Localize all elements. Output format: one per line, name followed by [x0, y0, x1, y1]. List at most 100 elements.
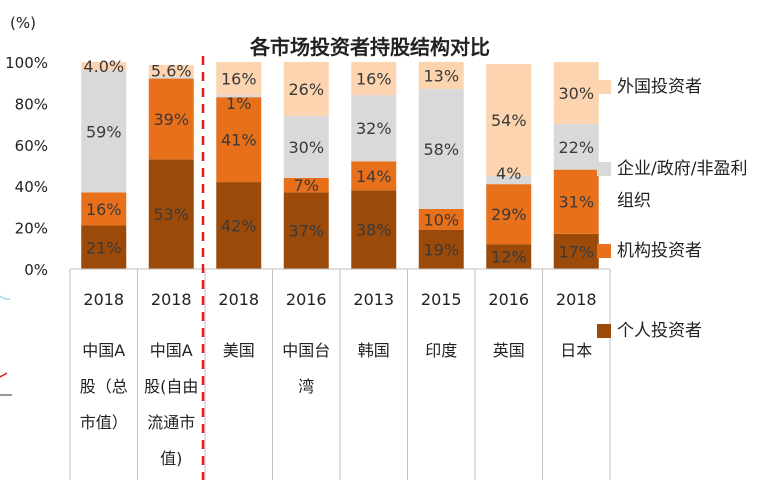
bar-segment	[216, 95, 262, 98]
bar-segment	[81, 70, 127, 193]
category-label: 中国A	[150, 341, 193, 360]
bar-segment	[81, 192, 127, 226]
bar-segment	[283, 115, 329, 178]
legend-item-institutional: 机构投资者	[597, 238, 757, 267]
data-label: 32%	[356, 119, 392, 138]
category-year: 2018	[218, 290, 259, 309]
data-label: 5.6%	[151, 62, 192, 81]
edge-mark-red	[0, 372, 8, 378]
legend-item-corporate: 企业/政府/非盈利组织	[597, 156, 757, 217]
data-label: 17%	[558, 242, 594, 261]
category-label: 印度	[425, 341, 457, 360]
data-label: 12%	[491, 248, 527, 267]
legend-swatch-corporate	[597, 162, 611, 176]
bar-segment	[216, 182, 262, 269]
bar-segment	[351, 95, 397, 162]
data-label: 30%	[558, 84, 594, 103]
data-label: 4%	[496, 164, 521, 183]
data-label: 14%	[356, 167, 392, 186]
data-label: 41%	[221, 131, 257, 150]
data-label: 38%	[356, 221, 392, 240]
data-label: 16%	[86, 200, 122, 219]
bar-segment	[283, 192, 329, 269]
legend-label-individual: 个人投资者	[617, 321, 702, 341]
data-label: 1%	[226, 94, 251, 113]
edge-mark-cyan	[0, 295, 11, 300]
data-label: 42%	[221, 217, 257, 236]
data-label: 19%	[423, 240, 459, 259]
data-label: 22%	[558, 138, 594, 157]
data-label: 31%	[558, 193, 594, 212]
y-tick-label: 20%	[15, 220, 48, 238]
category-label: 股（总	[80, 377, 128, 396]
y-tick-label: 40%	[15, 178, 48, 196]
category-year: 2018	[151, 290, 192, 309]
category-year: 2013	[353, 290, 394, 309]
bar-segment	[81, 225, 127, 269]
data-label: 4.0%	[83, 57, 124, 76]
data-label: 59%	[86, 122, 122, 141]
category-label: 中国台	[282, 341, 330, 360]
category-year: 2016	[488, 290, 529, 309]
bar-segment	[418, 208, 464, 230]
bar-segment	[351, 62, 397, 96]
bar-segment	[486, 64, 532, 176]
legend-item-individual: 个人投资者	[597, 318, 757, 347]
bar-segment	[418, 62, 464, 89]
y-tick-label: 60%	[15, 137, 48, 155]
category-label: 中国A	[82, 341, 125, 360]
legend-item-foreign: 外国投资者	[597, 74, 757, 103]
bar-segment	[486, 184, 532, 245]
category-label: 湾	[298, 377, 314, 396]
bar-segment	[351, 161, 397, 191]
data-label: 29%	[491, 205, 527, 224]
bar-segment	[553, 233, 599, 269]
legend-swatch-individual	[597, 324, 611, 338]
data-label: 13%	[423, 66, 459, 85]
bar-segment	[148, 78, 194, 160]
bar-segment	[148, 76, 194, 79]
data-label: 10%	[423, 210, 459, 229]
bar-segment	[418, 88, 464, 209]
y-tick-label: 80%	[15, 95, 48, 113]
y-tick-label: 0%	[24, 261, 48, 279]
category-year: 2018	[83, 290, 124, 309]
bar-segment	[553, 169, 599, 234]
legend-label-institutional: 机构投资者	[617, 241, 702, 261]
bar-segment	[148, 64, 194, 77]
category-label: 流通市	[147, 413, 195, 432]
bar-segment	[351, 190, 397, 269]
data-label: 54%	[491, 111, 527, 130]
bar-segment	[418, 229, 464, 269]
legend-label-foreign: 外国投资者	[617, 77, 702, 97]
data-label: 39%	[153, 110, 189, 129]
category-label: 股(自由	[144, 377, 198, 396]
bar-segment	[81, 62, 127, 71]
data-label: 30%	[288, 138, 324, 157]
bar-segment	[486, 244, 532, 269]
bar-segment	[486, 175, 532, 185]
y-axis-unit: (%)	[10, 14, 36, 32]
data-label: 16%	[356, 70, 392, 89]
legend-swatch-institutional	[597, 244, 611, 258]
edge-marks	[0, 295, 12, 396]
category-label: 值)	[160, 449, 182, 468]
legend-swatch-foreign	[597, 80, 611, 94]
bar-segment	[283, 62, 329, 116]
category-label: 市值）	[80, 413, 128, 432]
category-year: 2018	[556, 290, 597, 309]
data-label: 37%	[288, 222, 324, 241]
category-year: 2015	[421, 290, 462, 309]
data-label: 26%	[288, 80, 324, 99]
bars-layer	[81, 62, 599, 269]
data-label: 21%	[86, 238, 122, 257]
data-label: 7%	[294, 176, 319, 195]
bar-segment	[553, 62, 599, 125]
category-label: 日本	[560, 341, 592, 360]
bar-segment	[216, 97, 262, 183]
bar-segment	[216, 62, 262, 96]
bar-segment	[148, 159, 194, 269]
